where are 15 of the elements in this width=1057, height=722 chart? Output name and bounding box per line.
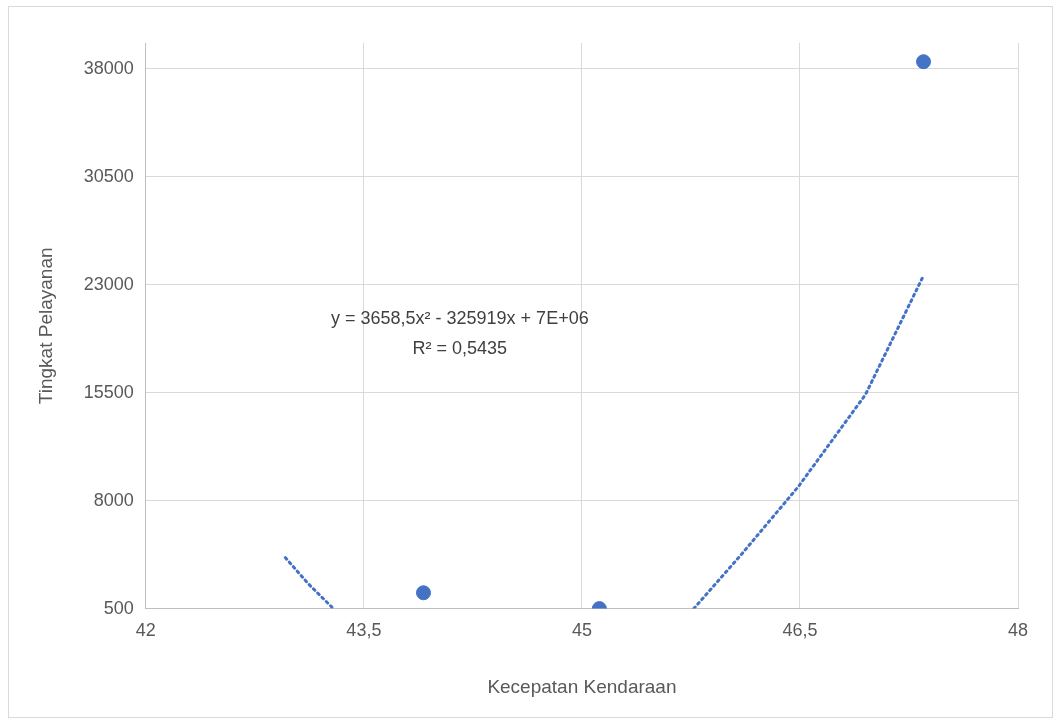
y-tick-label: 8000 xyxy=(93,489,134,510)
x-tick-label: 43,5 xyxy=(346,620,382,641)
y-tick-label: 500 xyxy=(103,597,134,618)
y-tick-label: 15500 xyxy=(83,381,134,402)
x-axis-title: Kecepatan Kendaraan xyxy=(487,675,677,697)
x-tick-label: 45 xyxy=(571,620,592,641)
y-tick-label: 30500 xyxy=(83,165,134,186)
x-tick-label: 46,5 xyxy=(782,620,818,641)
y-tick-label: 38000 xyxy=(83,57,134,78)
annotation: R² = 0,5435 xyxy=(412,337,508,358)
y-tick-label: 23000 xyxy=(83,273,134,294)
annotation: y = 3658,5x² - 325919x + 7E+06 xyxy=(330,307,589,328)
x-tick-label: 42 xyxy=(135,620,156,641)
x-tick-label: 48 xyxy=(1007,620,1029,641)
y-axis-title: Tingkat Pelayanan xyxy=(34,247,56,405)
